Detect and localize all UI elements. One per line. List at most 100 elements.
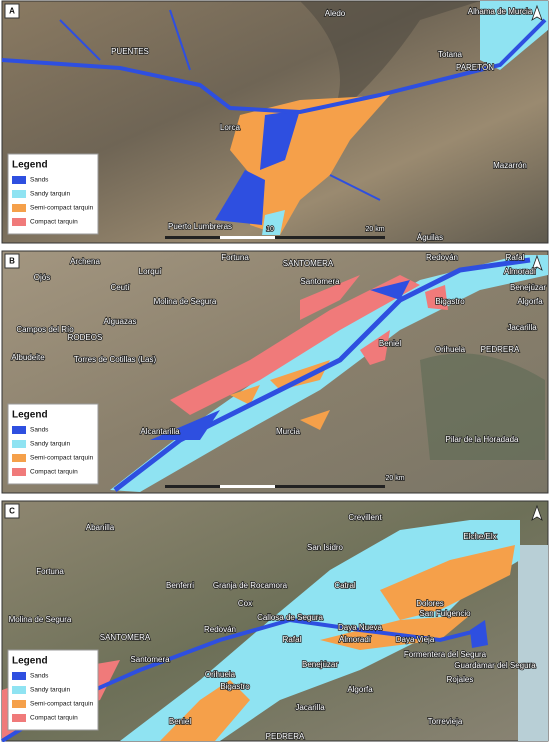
legend-label: Compact tarquin [30, 469, 78, 476]
place-label: PEDRERA [481, 345, 520, 354]
place-label: Granja de Rocamora [213, 581, 288, 590]
legend-swatch [12, 672, 26, 680]
place-label: Cox [238, 599, 252, 608]
place-label: Alguazas [104, 317, 137, 326]
legend-swatch [12, 454, 26, 462]
place-label: Fortuna [36, 567, 64, 576]
place-label: Algorfa [517, 297, 543, 306]
place-label: PUENTES [111, 47, 149, 56]
place-label: Alhama de Murcia [468, 7, 533, 16]
legend-swatch [12, 426, 26, 434]
place-label: Bigastro [435, 297, 465, 306]
place-label: SANTOMERA [283, 259, 334, 268]
place-label: Bigastro [220, 682, 250, 691]
place-label: Crevillent [348, 513, 382, 522]
place-label: Torrevieja [428, 717, 463, 726]
panel-overlay: C Abanilla Crevillent Elche/Elx Fortuna San I… [4, 503, 543, 742]
place-label: Mazarrón [493, 161, 527, 170]
place-label: Santomera [130, 655, 170, 664]
place-label: RODEOS [68, 333, 103, 342]
place-label: Beniel [379, 339, 401, 348]
legend-label: Compact tarquin [30, 219, 78, 226]
place-label: Torres de Cotillas (Las) [74, 355, 157, 364]
place-label: Fortuna [221, 253, 249, 262]
place-label: San Isidro [307, 543, 344, 552]
place-label: Alcantarilla [140, 427, 180, 436]
place-label: Rojales [447, 675, 474, 684]
place-label: Águilas [417, 233, 443, 242]
legend: Legend Sands Sandy tarquin Semi-compact tar… [7, 649, 99, 731]
place-label: Ojós [34, 273, 50, 282]
place-label: Santomera [300, 277, 340, 286]
place-label: Elche/Elx [463, 532, 496, 541]
legend-swatch [12, 468, 26, 476]
legend-title: Legend [12, 656, 48, 667]
legend-swatch [12, 440, 26, 448]
legend-swatch [12, 204, 26, 212]
place-label: Pilar de la Horadada [446, 435, 519, 444]
legend-label: Sands [30, 427, 49, 434]
panel-letter-box [4, 503, 20, 519]
place-label: Molina de Segura [154, 297, 217, 306]
place-label: Callosa de Segura [257, 613, 323, 622]
legend-label: Sandy tarquin [30, 191, 70, 198]
place-label: Benejúzar [302, 660, 338, 669]
panel-letter: B [9, 257, 15, 266]
place-label: Abanilla [86, 523, 115, 532]
place-label: Formentera del Segura [404, 650, 487, 659]
place-label: Aledo [325, 9, 346, 18]
legend-label: Compact tarquin [30, 715, 78, 722]
place-label: PARETÓN [456, 63, 494, 72]
north-arrow [531, 504, 543, 521]
legend-label: Sandy tarquin [30, 441, 70, 448]
place-label: SANTOMERA [100, 633, 151, 642]
place-label: Rafal [506, 253, 525, 262]
panel-overlay: B Archena Fortuna SANTOMERA Redován Rafal Almo… [4, 252, 547, 485]
legend-swatch [12, 176, 26, 184]
place-label: Redován [426, 253, 458, 262]
legend: Legend Sands Sandy tarquin Semi-compact tar… [7, 403, 99, 485]
north-arrow [531, 4, 543, 21]
legend-label: Sands [30, 673, 49, 680]
place-label: Murcia [276, 427, 301, 436]
place-label: Algorfa [347, 685, 373, 694]
place-label: Molina de Segura [9, 615, 72, 624]
place-label: Almoradí [504, 267, 537, 276]
place-label: Guardamar del Segura [454, 661, 536, 670]
place-label: Dolores [416, 599, 444, 608]
scale-label: 10 [266, 226, 274, 233]
scale-label: 20 km [385, 475, 404, 482]
panel-letter: A [9, 7, 15, 16]
place-label: Totana [438, 50, 463, 59]
place-label: Campos del Río [16, 325, 74, 334]
place-label: Jacarilla [295, 703, 325, 712]
place-label: Archena [70, 257, 100, 266]
legend-swatch [12, 218, 26, 226]
legend-label: Sands [30, 177, 49, 184]
legend-swatch [12, 714, 26, 722]
legend-label: Semi-compact tarquin [30, 701, 94, 708]
legend-swatch [12, 686, 26, 694]
place-label: Daya Nueva [338, 623, 383, 632]
place-label: Orihuela [205, 670, 236, 679]
panel-letter-box [4, 253, 20, 269]
place-label: Puerto Lumbreras [168, 222, 232, 231]
place-label: Albudeite [11, 353, 45, 362]
legend-label: Semi-compact tarquin [30, 205, 94, 212]
place-label: Benferri [166, 581, 194, 590]
place-label: Benejúzar [510, 283, 546, 292]
north-arrow [531, 254, 543, 271]
legend-label: Sandy tarquin [30, 687, 70, 694]
place-label: Ceutí [110, 283, 130, 292]
place-label: Daya Vieja [396, 635, 435, 644]
panel-letter: C [9, 507, 15, 516]
place-label: Orihuela [435, 345, 466, 354]
place-label: Beniel [169, 717, 191, 726]
place-label: Redován [204, 625, 236, 634]
legend-swatch [12, 190, 26, 198]
scale-label: 20 km [365, 226, 384, 233]
legend-swatch [12, 700, 26, 708]
place-label: Lorquí [139, 267, 162, 276]
panel-overlay: A Aledo Alhama de Murcia Totana PUENTES PARET… [4, 3, 543, 243]
